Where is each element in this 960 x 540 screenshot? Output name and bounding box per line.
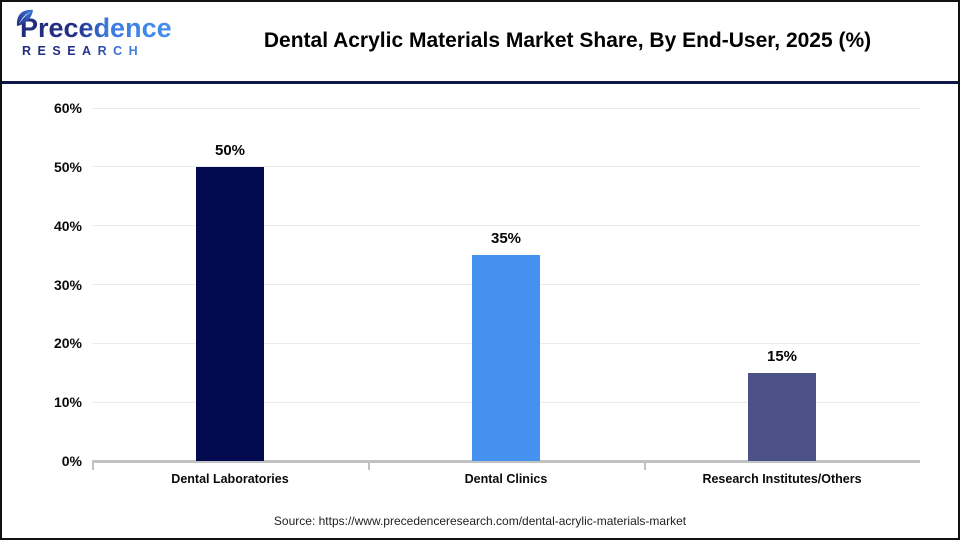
x-axis-category-label: Research Institutes/Others — [702, 472, 862, 486]
source-text: Source: https://www.precedenceresearch.c… — [273, 514, 687, 528]
x-axis-tick — [92, 461, 94, 470]
logo-subtitle: RESEARCH — [18, 45, 168, 58]
header: Precedence RESEARCH Dental Acrylic Mater… — [2, 2, 958, 84]
x-axis-category-label: Dental Clinics — [464, 472, 548, 486]
logo-leaf-icon — [16, 9, 33, 26]
gridline — [92, 107, 920, 109]
y-axis-tick-label: 30% — [53, 276, 82, 293]
y-axis-tick-label: 40% — [53, 217, 82, 234]
y-axis-tick-label: 50% — [53, 158, 82, 175]
x-axis-tick — [644, 461, 646, 470]
gridline — [92, 166, 920, 168]
x-axis-line — [92, 459, 920, 463]
chart-title: Dental Acrylic Materials Market Share, B… — [263, 29, 872, 52]
y-axis-tick-label: 0% — [61, 453, 82, 469]
y-axis-tick-label: 10% — [53, 394, 82, 411]
bar-dental-clinics — [472, 255, 540, 461]
y-axis-tick-label: 60% — [53, 100, 82, 116]
bar-value-label: 15% — [766, 347, 798, 365]
bar-dental-laboratories — [196, 166, 264, 461]
gridline — [92, 225, 920, 227]
y-axis-tick-label: 20% — [53, 335, 82, 352]
x-axis-tick — [368, 461, 370, 470]
bar-value-label: 35% — [490, 230, 522, 248]
bar-research-institutes-others — [748, 372, 816, 461]
bar-value-label: 50% — [214, 141, 246, 159]
logo-wordmark: Precedence — [20, 13, 172, 43]
x-axis-category-label: Dental Laboratories — [171, 472, 289, 486]
precedence-research-logo: Precedence RESEARCH — [16, 9, 172, 58]
